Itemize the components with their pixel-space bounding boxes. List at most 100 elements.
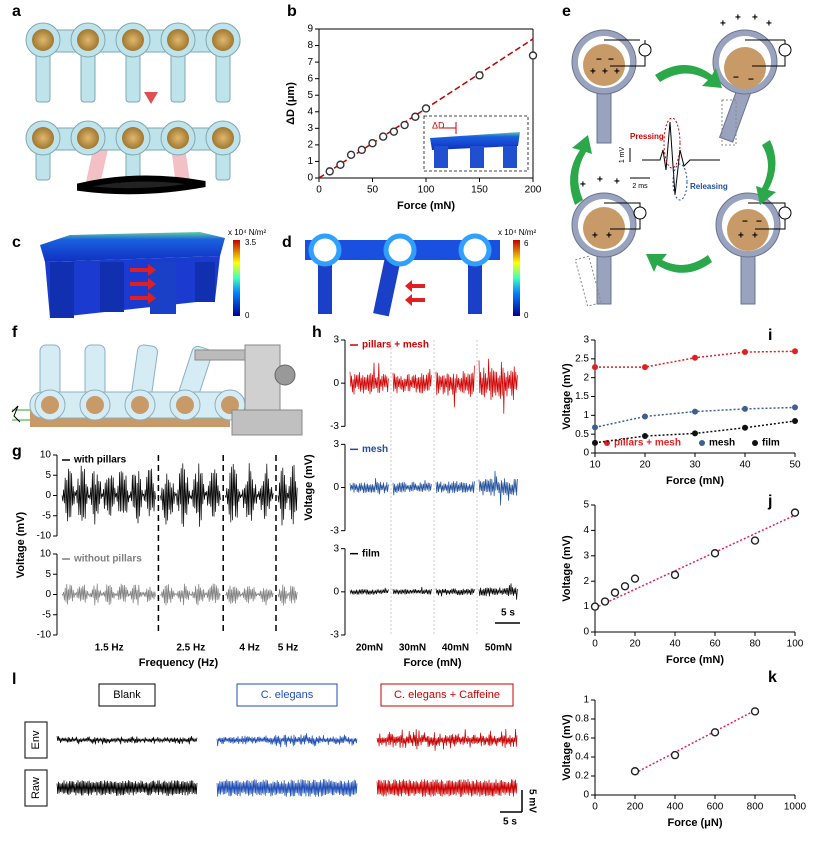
x-tick-label: 0 [592, 639, 598, 650]
x-tick-label: 30 [689, 460, 701, 471]
annotation: Pressing [630, 132, 664, 141]
point [792, 404, 798, 411]
waveform [435, 365, 475, 408]
y-tick-label: 0 [45, 589, 51, 600]
trace [56, 736, 198, 745]
waveform [392, 368, 432, 394]
y-tick-label: 0 [333, 482, 339, 493]
waveform [61, 465, 156, 525]
y-tick-label: 0 [583, 448, 589, 459]
charge: − [748, 75, 754, 86]
charge: + [752, 13, 758, 24]
x-tick-label: 100 [418, 185, 435, 196]
panel-label: d [282, 234, 292, 251]
panel-label: f [12, 324, 18, 341]
y-tick-label: 0 [333, 586, 339, 597]
waveform [478, 470, 518, 506]
category-box [98, 683, 156, 707]
point [475, 71, 484, 80]
point [590, 602, 600, 611]
x-tick-label: 100 [787, 639, 804, 650]
x-tick-label: 4 Hz [239, 643, 260, 654]
panel-label: l [12, 671, 16, 688]
charge: + [592, 231, 598, 242]
waveform [478, 583, 518, 600]
charge: + [602, 67, 608, 78]
y-tick-label: 10 [40, 549, 52, 560]
point [389, 127, 399, 136]
legend-label: with pillars [73, 455, 127, 466]
point [325, 167, 334, 176]
panel-label: i [768, 327, 772, 344]
category-box [380, 683, 514, 707]
x-tick-label: 0 [316, 185, 322, 196]
legend-label: pillars + mesh [362, 340, 429, 351]
x-tick-label: 20 [629, 639, 641, 650]
x-tick-label: 200 [525, 185, 542, 196]
panel-label: b [287, 3, 297, 20]
category-label: Blank [113, 689, 141, 701]
y-tick-label: 0.5 [575, 429, 589, 440]
point [592, 424, 598, 431]
row-label: Env [30, 730, 42, 749]
colorbar-unit: x 10⁴ N/m² [498, 228, 536, 237]
point [790, 508, 800, 517]
y-tick-label: 2 [583, 372, 589, 383]
point [379, 132, 388, 141]
charge: + [597, 175, 603, 186]
point [692, 430, 698, 437]
x-axis-label: Force (mN) [666, 475, 724, 487]
y-tick-label: 3 [307, 123, 313, 134]
x-tick-label: 40 [669, 639, 681, 650]
legend-label: without pillars [73, 554, 142, 565]
trace [376, 779, 518, 797]
point [710, 728, 720, 737]
panel-label: g [12, 443, 22, 460]
annotation: Releasing [690, 182, 728, 191]
charge: + [606, 231, 612, 242]
y-tick-label: 5 [583, 500, 589, 511]
y-tick-label: 0 [307, 173, 313, 184]
legend-label: film [762, 438, 780, 449]
y-axis-label: ΔD (μm) [285, 82, 297, 125]
point [411, 112, 420, 121]
point [421, 104, 431, 113]
panel-label: e [562, 3, 571, 20]
charge: − [608, 55, 614, 66]
x-tick-label: 50 [367, 185, 379, 196]
y-tick-label: 2.5 [575, 353, 589, 364]
point [610, 588, 620, 597]
x-axis-label: Force (mN) [397, 200, 455, 212]
waveform [349, 587, 389, 595]
point [642, 413, 648, 420]
row-label: Raw [30, 777, 42, 799]
row-box [24, 721, 48, 759]
charge: + [614, 67, 620, 78]
y-tick-label: 3 [333, 543, 339, 554]
point [692, 408, 698, 415]
y-tick-label: 4 [583, 525, 589, 536]
y-tick-label: -5 [42, 609, 51, 620]
point [692, 354, 698, 361]
y-tick-label: 9 [307, 24, 313, 35]
point [592, 439, 598, 446]
illustration-d: x 10⁴ N/m² 6 0 [305, 228, 536, 320]
y-tick-label: -10 [37, 630, 52, 641]
fit-line [594, 514, 796, 609]
x-tick-label: 150 [471, 185, 488, 196]
x-tick-label: 0 [592, 802, 598, 813]
charge: + [614, 177, 620, 188]
point [670, 750, 680, 760]
x-tick-label: 50 [789, 460, 801, 471]
charge: + [766, 19, 772, 30]
x-tick-label: 60 [709, 639, 721, 650]
y-tick-label: 0.2 [575, 771, 589, 782]
charge: + [738, 231, 744, 242]
x-axis-label: Force (mN) [666, 654, 724, 666]
charge: + [580, 180, 586, 191]
point [742, 349, 748, 356]
y-axis-label: Voltage (mV) [15, 511, 27, 578]
y-tick-label: 3 [333, 439, 339, 450]
y-tick-label: 1.5 [575, 391, 589, 402]
y-tick-label: 0 [583, 790, 589, 801]
